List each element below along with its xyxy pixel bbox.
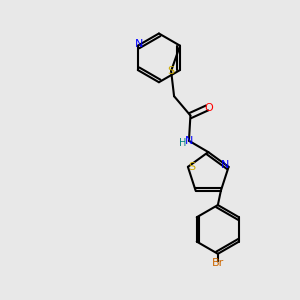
Text: N: N [185, 136, 193, 146]
Text: N: N [221, 160, 229, 170]
Text: N: N [135, 39, 143, 49]
Text: O: O [205, 103, 214, 113]
Text: S: S [167, 66, 175, 76]
Text: S: S [188, 162, 195, 172]
Text: H: H [179, 138, 186, 148]
Text: Br: Br [212, 258, 224, 268]
